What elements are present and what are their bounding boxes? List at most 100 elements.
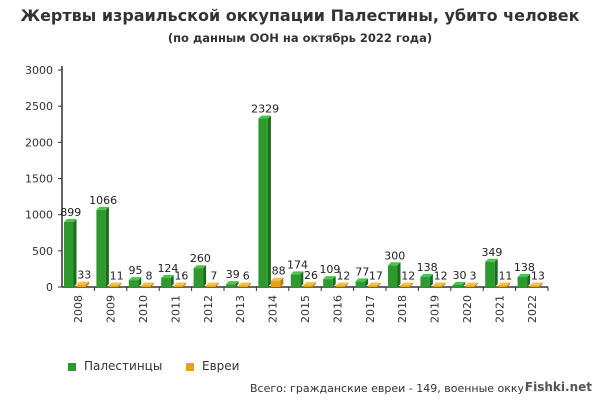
- bar-front: [108, 285, 119, 287]
- data-label-palestinians: 2329: [251, 103, 279, 116]
- bar-side: [429, 274, 433, 287]
- bar-top: [96, 206, 109, 210]
- bar-top: [355, 278, 369, 282]
- bar-jews: [238, 282, 251, 287]
- data-label-palestinians: 260: [190, 252, 211, 265]
- bar-front: [368, 285, 378, 287]
- bar-top: [303, 282, 316, 286]
- footnote: Всего: гражданские евреи - 149, военные …: [250, 382, 579, 395]
- data-label-jews: 16: [174, 270, 188, 283]
- bar-front: [485, 261, 495, 287]
- bar-side: [248, 282, 251, 287]
- bar-top: [108, 282, 122, 286]
- x-tick-label: 2011: [169, 295, 182, 323]
- bar-jews: [141, 282, 154, 287]
- x-tick-label: 2009: [105, 295, 118, 323]
- data-label-palestinians: 174: [287, 258, 308, 271]
- y-tick-label: 2000: [25, 136, 53, 149]
- bar-side: [73, 218, 77, 287]
- bar-jews: [173, 282, 187, 287]
- bar-side: [215, 282, 219, 287]
- bar-side: [365, 278, 369, 287]
- x-tick-label: 2013: [234, 295, 247, 323]
- data-label-palestinians: 138: [417, 261, 438, 274]
- x-tick-label: 2019: [429, 295, 442, 323]
- legend-label-jews: Евреи: [202, 359, 240, 373]
- data-label-palestinians: 109: [319, 263, 340, 276]
- bar-side: [442, 282, 446, 287]
- x-tick-label: 2020: [461, 295, 474, 323]
- bar-top: [76, 281, 89, 285]
- data-label-jews: 17: [369, 270, 383, 283]
- bar-top: [432, 282, 446, 286]
- bar-top: [485, 258, 498, 262]
- bar-top: [497, 282, 511, 286]
- bar-top: [161, 275, 174, 279]
- legend-swatch-jews: [186, 362, 194, 371]
- x-tick-label: 2016: [331, 295, 344, 323]
- data-label-palestinians: 30: [453, 269, 467, 282]
- x-tick-label: 2018: [396, 295, 409, 323]
- bar-jews: [108, 282, 122, 287]
- bar-palestinians: [388, 262, 401, 287]
- bar-front: [400, 285, 410, 287]
- bar-top: [465, 282, 478, 286]
- bar-palestinians: [323, 276, 336, 287]
- bar-front: [226, 284, 236, 287]
- bar-top: [64, 218, 77, 222]
- data-label-jews: 12: [401, 270, 415, 283]
- bar-top: [193, 265, 207, 269]
- bar-top: [128, 277, 142, 281]
- bar-side: [462, 281, 466, 287]
- bar-front: [258, 118, 268, 287]
- bar-front: [270, 280, 281, 287]
- bar-palestinians: [517, 274, 531, 287]
- bar-top: [270, 277, 284, 281]
- bar-side: [235, 281, 239, 287]
- bar-jews: [465, 282, 478, 287]
- bar-side: [267, 115, 271, 287]
- bar-side: [527, 274, 531, 287]
- bar-jews: [400, 282, 413, 287]
- bar-top: [173, 282, 187, 286]
- y-tick-label: 3000: [25, 64, 53, 77]
- bar-front: [420, 277, 430, 287]
- bar-front: [452, 284, 463, 287]
- bar-top: [141, 282, 154, 286]
- bar-side: [183, 282, 187, 287]
- x-tick-label: 2015: [299, 295, 312, 323]
- bar-top: [400, 282, 413, 286]
- data-label-jews: 12: [434, 270, 448, 283]
- data-label-jews: 6: [243, 270, 250, 283]
- data-label-palestinians: 349: [481, 246, 502, 259]
- bar-jews: [432, 282, 446, 287]
- bar-front: [96, 209, 106, 287]
- bar-top: [290, 271, 304, 275]
- bar-front: [517, 277, 528, 287]
- bar-side: [312, 282, 316, 287]
- bar-front: [465, 285, 475, 287]
- bar-jews: [303, 282, 316, 287]
- bar-top: [530, 282, 543, 286]
- bar-jews: [368, 282, 381, 287]
- y-tick-label: 2500: [25, 100, 53, 113]
- bar-side: [86, 281, 89, 287]
- bar-top: [206, 282, 219, 286]
- bar-front: [173, 285, 184, 287]
- bar-front: [530, 285, 540, 287]
- bar-palestinians: [96, 206, 109, 287]
- bar-side: [105, 206, 109, 287]
- bar-front: [323, 279, 333, 287]
- bar-side: [397, 262, 401, 287]
- x-tick-label: 2012: [202, 295, 215, 323]
- bar-front: [206, 285, 216, 287]
- data-label-jews: 7: [210, 270, 217, 283]
- bar-side: [332, 276, 336, 287]
- bar-side: [507, 282, 511, 287]
- bar-side: [494, 258, 498, 287]
- bar-jews: [335, 282, 349, 287]
- data-label-jews: 8: [146, 270, 153, 283]
- bar-jews: [530, 282, 543, 287]
- data-label-palestinians: 138: [514, 261, 535, 274]
- bar-front: [290, 274, 301, 287]
